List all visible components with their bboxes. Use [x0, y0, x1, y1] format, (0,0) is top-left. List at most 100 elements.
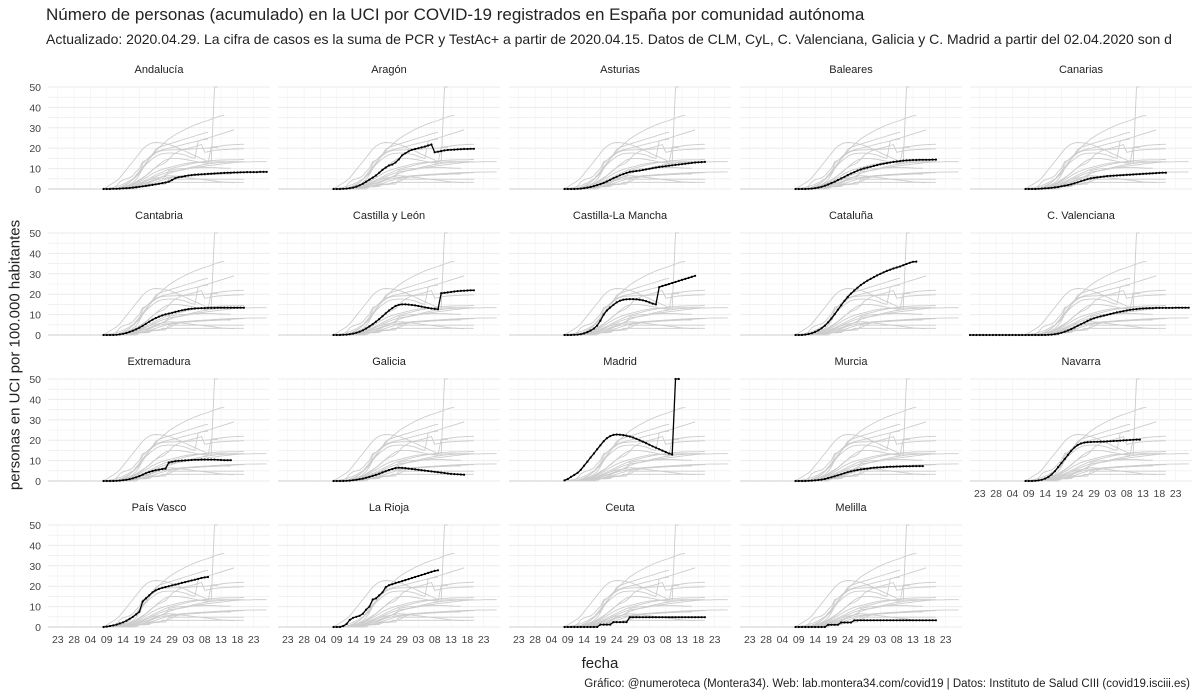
data-point — [664, 450, 667, 454]
data-point — [1040, 333, 1043, 337]
data-point — [1076, 324, 1079, 327]
data-point — [612, 303, 615, 306]
data-point — [908, 159, 911, 162]
data-point — [236, 306, 239, 309]
background-series-line — [333, 173, 461, 190]
data-point — [423, 306, 426, 309]
background-series-line — [333, 423, 439, 482]
data-point — [246, 171, 249, 174]
x-tick-label: 23 — [974, 488, 986, 500]
data-point — [1102, 440, 1105, 443]
data-point — [1135, 308, 1138, 311]
data-point — [1044, 477, 1047, 480]
x-tick-label: 23 — [52, 634, 64, 646]
data-point — [797, 479, 800, 483]
data-point — [1083, 179, 1086, 182]
x-tick-label: 24 — [380, 634, 392, 646]
data-point — [991, 333, 995, 337]
data-point — [879, 619, 882, 622]
data-point — [151, 469, 154, 473]
x-tick-label: 29 — [627, 634, 639, 646]
facet-title: Galicia — [372, 356, 407, 368]
data-point — [148, 184, 151, 187]
data-point — [410, 303, 413, 307]
data-point — [576, 333, 579, 336]
x-tick-label: 03 — [183, 634, 195, 646]
data-point — [931, 619, 934, 622]
facet-title: Castilla-La Mancha — [573, 210, 668, 222]
data-point — [394, 467, 397, 470]
data-point — [911, 158, 915, 162]
data-point — [332, 479, 335, 483]
data-point — [654, 303, 658, 306]
data-point — [404, 579, 407, 582]
data-point — [423, 572, 426, 576]
data-point — [410, 148, 413, 151]
data-point — [355, 478, 358, 481]
data-point — [902, 465, 905, 468]
data-point — [1050, 473, 1053, 476]
x-tick-label: 19 — [364, 634, 376, 646]
data-point — [599, 623, 602, 626]
data-point — [335, 625, 338, 629]
data-point — [262, 170, 265, 173]
background-series-line — [333, 327, 474, 336]
background-series-line — [333, 378, 448, 481]
background-series-line — [1025, 277, 1131, 336]
data-point — [1076, 181, 1079, 184]
data-point — [335, 187, 338, 191]
x-tick-label: 18 — [462, 634, 474, 646]
data-point — [684, 277, 687, 280]
data-point — [1106, 313, 1109, 316]
data-point — [190, 307, 193, 310]
data-point — [131, 477, 134, 480]
data-point — [1063, 330, 1066, 333]
chart-caption: Gráfico: @numeroteca (Montera34). Web: l… — [584, 678, 1190, 690]
data-point — [1083, 321, 1086, 324]
data-point — [921, 465, 924, 468]
background-series-line — [564, 147, 679, 190]
data-point — [453, 473, 456, 476]
x-tick-label: 29 — [166, 634, 178, 646]
data-point — [404, 303, 407, 306]
data-point — [651, 167, 654, 170]
facet-title: Canarias — [1059, 64, 1104, 76]
data-point — [654, 616, 658, 619]
data-point — [187, 174, 190, 177]
data-point — [1122, 310, 1125, 313]
data-point — [846, 296, 849, 299]
data-point — [1053, 333, 1056, 336]
y-tick-label: 0 — [35, 622, 41, 634]
data-point — [115, 623, 118, 626]
data-point — [358, 330, 361, 333]
data-point — [436, 150, 440, 153]
data-point — [174, 583, 177, 586]
data-point — [193, 458, 196, 461]
data-point — [138, 610, 141, 613]
data-point — [197, 307, 200, 310]
data-point — [804, 625, 807, 629]
data-point — [1066, 453, 1069, 456]
data-point — [184, 459, 187, 462]
data-point — [407, 578, 410, 581]
data-point — [358, 614, 361, 617]
data-point — [1001, 333, 1004, 337]
data-point — [1037, 333, 1040, 337]
data-point — [420, 305, 423, 308]
data-point — [804, 187, 807, 191]
data-point — [436, 569, 440, 572]
data-point — [1027, 479, 1030, 483]
data-point — [102, 479, 105, 483]
data-point — [866, 166, 869, 169]
x-tick-label: 08 — [660, 634, 672, 646]
data-point — [265, 170, 268, 173]
data-point — [830, 182, 833, 185]
data-point — [843, 621, 846, 624]
data-point — [1004, 333, 1008, 337]
data-point — [579, 333, 582, 336]
data-point — [651, 302, 654, 305]
background-series-line — [1025, 435, 1166, 482]
data-point — [697, 161, 700, 164]
data-point — [233, 306, 236, 309]
facet-panel-aragon: Aragón — [278, 64, 500, 191]
